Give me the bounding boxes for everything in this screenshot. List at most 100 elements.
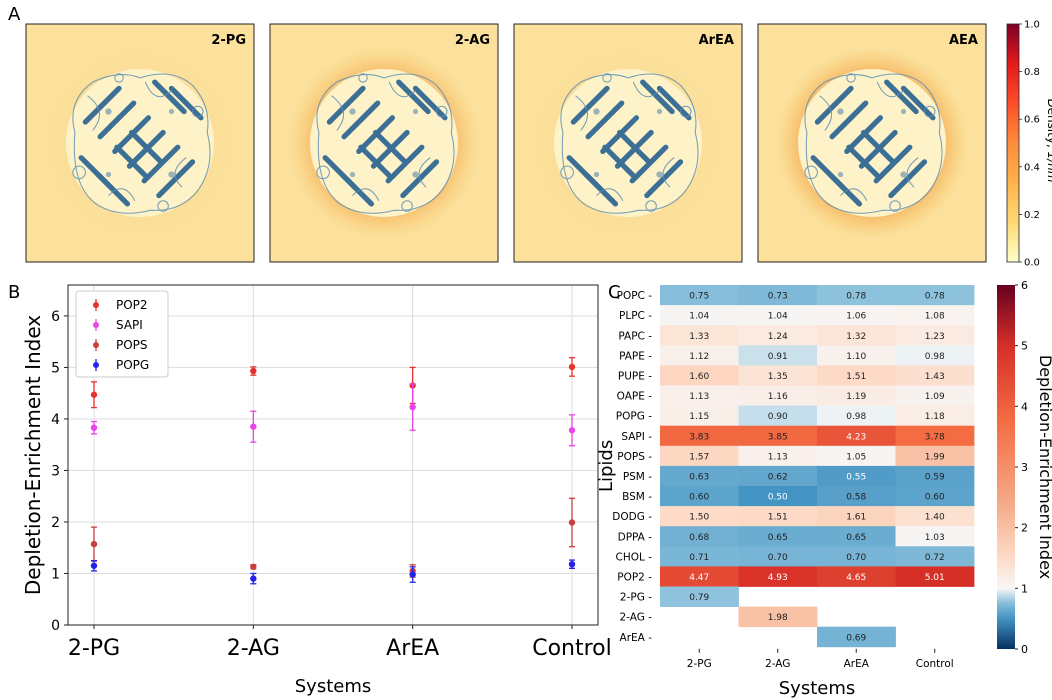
heatmap-cell [738,465,818,487]
heatmap-cell [660,365,739,386]
heatmap-cell [817,345,896,366]
row-label: PUPE - [618,370,652,382]
heatmap-row-pupe: PUPE - 1.60 1.35 1.51 1.43 [618,365,975,386]
heatmap-cell [660,445,739,467]
cell-value: 1.13 [768,452,788,462]
cell-value: 1.24 [768,332,788,342]
heatmap-cell [738,285,818,306]
colorbar-tick-label: 2 [1021,522,1028,535]
cell-value: 4.93 [768,573,788,583]
heatmap-cell [738,546,818,567]
row-label: SAPI - [621,431,652,443]
row-label: DODG - [612,511,652,523]
legend-label: POPG [116,358,149,372]
cell-value: 1.03 [925,533,945,543]
legend-marker [93,302,99,308]
y-tick-label: 4 [51,412,60,428]
colorbar-tick-label: 0.0 [1024,258,1040,269]
heatmap-cell [817,626,896,648]
heatmap-row-2-pg: 2-PG - 0.79 [620,586,739,607]
row-label: POPS - [617,451,652,463]
legend-label: SAPI [116,318,143,332]
y-tick-label: 1 [51,566,60,582]
cell-value: 1.16 [768,392,788,402]
colorbar-tick-label: 0.8 [1024,67,1040,78]
cell-value: 0.75 [689,292,709,302]
heatmap-row-pape: PAPE - 1.12 0.91 1.10 0.98 [619,345,975,366]
row-label: OAPE - [617,391,653,403]
data-point [90,540,98,548]
colorbar-scale [1006,23,1020,263]
legend-marker [93,322,99,328]
data-point [568,519,576,526]
heatmap-row-popc: POPC - 0.75 0.73 0.78 0.78 [617,285,975,306]
y-tick-label: 2 [51,515,60,531]
legend-label: POP2 [116,298,148,312]
heatmap-cell [895,566,975,587]
colorbar-tick-label: 6 [1021,279,1028,292]
map-title: 2-PG [211,33,246,48]
x-axis-label: Systems [295,676,372,697]
density-colorbar: 0.0 0.2 0.4 0.6 0.8 1.0 Density, 1/nm2 [1006,20,1052,269]
heatmap-cell [738,345,818,366]
heatmap-cell [660,285,739,306]
heatmap-cell [660,546,739,567]
enrichment-scatter-plot: 0 1 2 3 4 5 6 2-PG 2-AG ArEA Control Systems Depleti… [21,284,612,697]
colorbar-tick-label: 3 [1021,461,1028,474]
density-maps: 2-PG 2-AG ArEA AEA [25,23,987,263]
y-tick-label: 3 [51,463,60,479]
heatmap-cell [895,465,975,487]
colorbar-tick-label: 1 [1021,582,1028,595]
cell-value: 4.65 [846,573,866,583]
data-point [568,561,576,568]
legend-marker [93,342,99,348]
density-map-2-pg: 2-PG [25,23,255,263]
x-tick-label: 2-PG [68,636,120,661]
heatmap-cell [817,546,896,567]
cell-value: 4.23 [846,432,866,442]
colorbar-tick-label: 0.6 [1024,115,1040,126]
cell-value: 1.51 [846,372,866,382]
series-popg [90,559,576,585]
column-label: ArEA [844,658,870,670]
data-point [250,423,257,430]
heatmap-cell [660,566,739,587]
data-point [90,424,98,431]
heatmap-cell [738,506,818,527]
heatmap-cell [895,506,975,527]
panel-letter-c: C [608,282,621,303]
heatmap-cell [660,425,739,447]
heatmap-cell [895,425,975,447]
row-label: ArEA - [620,632,653,644]
cell-value: 0.65 [846,533,866,543]
cell-value: 0.63 [689,472,709,482]
plot-frame [67,284,599,626]
heatmap-cell [895,445,975,467]
cell-value: 1.99 [925,452,945,462]
heatmap-cell [895,325,975,346]
cell-value: 1.43 [925,372,945,382]
cell-value: 5.01 [925,573,945,583]
cell-value: 0.70 [768,553,788,563]
cell-value: 0.98 [846,412,866,422]
cell-value: 1.19 [846,392,866,402]
heatmap-cell [817,285,896,306]
density-map-aea: AEA [757,23,987,263]
heatmap-cell [660,405,739,427]
x-tick-label: ArEA [386,636,439,661]
cell-value: 1.35 [768,372,788,382]
cell-value: 0.91 [768,352,788,362]
heatmap-cell [895,345,975,366]
cell-value: 1.61 [846,513,866,523]
row-label: POPG - [616,411,652,423]
heatmap-row-papc: PAPC - 1.33 1.24 1.32 1.23 [618,325,975,346]
heatmap-cell [817,425,896,447]
y-tick-label: 0 [51,618,60,634]
cell-value: 1.60 [689,372,709,382]
cell-value: 0.59 [925,472,945,482]
heatmap-cell [738,385,818,406]
density-map-area: ArEA [513,23,743,263]
cell-value: 0.62 [768,472,788,482]
data-point [250,575,257,582]
